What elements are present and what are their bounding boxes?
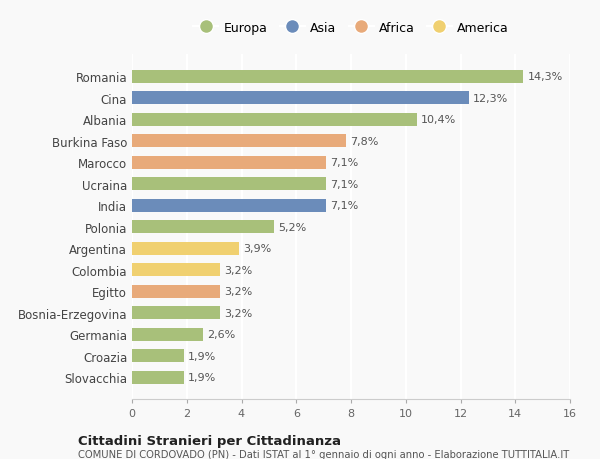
Text: 12,3%: 12,3%	[473, 94, 508, 104]
Text: 10,4%: 10,4%	[421, 115, 456, 125]
Bar	[132, 113, 416, 127]
Text: 2,6%: 2,6%	[207, 330, 236, 339]
Bar	[132, 221, 274, 234]
Bar	[132, 71, 523, 84]
Bar	[132, 371, 184, 384]
Text: 3,2%: 3,2%	[224, 286, 252, 297]
Text: 7,8%: 7,8%	[350, 136, 378, 146]
Text: 1,9%: 1,9%	[188, 351, 217, 361]
Bar	[132, 199, 326, 212]
Bar	[132, 349, 184, 362]
Text: 7,1%: 7,1%	[331, 201, 359, 211]
Bar	[132, 328, 203, 341]
Bar	[132, 285, 220, 298]
Text: COMUNE DI CORDOVADO (PN) - Dati ISTAT al 1° gennaio di ogni anno - Elaborazione : COMUNE DI CORDOVADO (PN) - Dati ISTAT al…	[78, 449, 569, 459]
Bar	[132, 242, 239, 255]
Text: 3,2%: 3,2%	[224, 308, 252, 318]
Text: 5,2%: 5,2%	[278, 222, 307, 232]
Bar	[132, 157, 326, 169]
Bar	[132, 135, 346, 148]
Text: 3,9%: 3,9%	[243, 244, 271, 254]
Text: 1,9%: 1,9%	[188, 372, 217, 382]
Bar	[132, 307, 220, 319]
Text: 3,2%: 3,2%	[224, 265, 252, 275]
Bar	[132, 178, 326, 191]
Bar	[132, 92, 469, 105]
Text: Cittadini Stranieri per Cittadinanza: Cittadini Stranieri per Cittadinanza	[78, 434, 341, 447]
Bar	[132, 263, 220, 276]
Legend: Europa, Asia, Africa, America: Europa, Asia, Africa, America	[188, 17, 514, 39]
Text: 7,1%: 7,1%	[331, 179, 359, 189]
Text: 7,1%: 7,1%	[331, 158, 359, 168]
Text: 14,3%: 14,3%	[527, 72, 563, 82]
